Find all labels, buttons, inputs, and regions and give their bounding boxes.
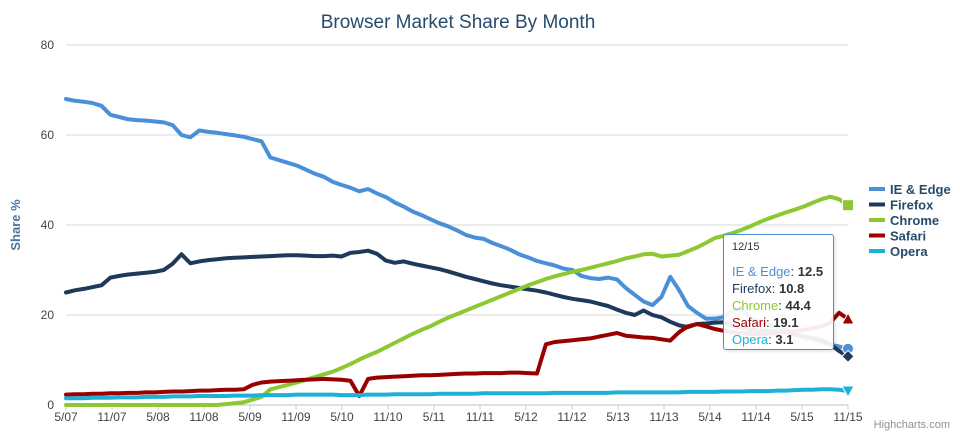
tooltip-series-name: Chrome bbox=[732, 298, 779, 313]
x-tick-label: 5/12 bbox=[514, 410, 538, 424]
x-axis: 5/07 11/07 5/08 11/08 5/09 11/09 5/10 11/10 5/11… bbox=[54, 405, 863, 424]
tooltip-series-name: Opera bbox=[732, 332, 769, 347]
tooltip-date: 12/15 bbox=[732, 241, 760, 253]
tooltip-series-name: Safari bbox=[732, 315, 766, 330]
x-tick-label: 5/09 bbox=[238, 410, 262, 424]
x-tick-label: 11/13 bbox=[649, 410, 678, 424]
x-tick-label: 5/14 bbox=[698, 410, 722, 424]
x-tick-label: 5/08 bbox=[146, 410, 170, 424]
end-marker-firefox[interactable] bbox=[841, 349, 855, 364]
gridlines bbox=[66, 44, 848, 406]
tooltip-series-value: 19.1 bbox=[773, 315, 799, 330]
y-tick-label: 60 bbox=[41, 128, 55, 142]
legend-item-opera[interactable]: Opera bbox=[890, 244, 928, 259]
y-tick-label: 0 bbox=[47, 398, 54, 412]
end-marker-opera[interactable] bbox=[841, 385, 855, 399]
legend-item-safari[interactable]: Safari bbox=[890, 229, 926, 244]
x-tick-label: 5/10 bbox=[330, 410, 354, 424]
series-end-markers[interactable] bbox=[841, 199, 855, 399]
series-line-safari[interactable] bbox=[64, 310, 850, 398]
x-tick-label: 11/07 bbox=[97, 410, 126, 424]
tooltip-series-value: 10.8 bbox=[778, 281, 805, 296]
x-tick-label: 5/13 bbox=[606, 410, 630, 424]
series-line-opera[interactable] bbox=[64, 387, 850, 401]
x-tick-label: 11/14 bbox=[741, 410, 770, 424]
legend-item-firefox[interactable]: Firefox bbox=[890, 198, 934, 213]
series-line-ie-edge[interactable] bbox=[64, 97, 850, 351]
tooltip-series-name: IE & Edge bbox=[732, 264, 791, 279]
x-tick-label: 11/08 bbox=[189, 410, 218, 424]
tooltip-series-value: 3.1 bbox=[775, 332, 794, 347]
end-marker-safari[interactable] bbox=[841, 312, 855, 325]
legend-item-chrome[interactable]: Chrome bbox=[890, 213, 939, 228]
series-line-chrome[interactable] bbox=[64, 194, 850, 407]
tooltip-row: Firefox: 10.8 bbox=[732, 281, 805, 296]
x-tick-label: 11/12 bbox=[557, 410, 586, 424]
x-tick-label: 11/11 bbox=[466, 410, 495, 424]
tooltip-row: Safari: 19.1 bbox=[732, 315, 799, 330]
x-tick-label: 5/15 bbox=[790, 410, 814, 424]
y-axis-ticks: 0 20 40 60 80 bbox=[41, 38, 55, 412]
tooltip-row: IE & Edge: 12.5 bbox=[732, 264, 824, 279]
tooltip: 12/15 IE & Edge: 12.5 Firefox: 10.8 Chrome… bbox=[723, 234, 834, 350]
y-tick-label: 80 bbox=[41, 38, 55, 52]
x-tick-label: 11/10 bbox=[373, 410, 402, 424]
y-tick-label: 20 bbox=[41, 308, 55, 322]
legend-item-ie-edge[interactable]: IE & Edge bbox=[890, 182, 951, 197]
credits-link[interactable]: Highcharts.com bbox=[874, 419, 950, 431]
tooltip-row: Chrome: 44.4 bbox=[732, 298, 811, 313]
x-tick-label: 5/07 bbox=[54, 410, 78, 424]
end-marker-chrome[interactable] bbox=[842, 199, 854, 212]
tooltip-series-name: Firefox bbox=[732, 281, 772, 296]
y-axis-label: Share % bbox=[8, 199, 23, 251]
tooltip-series-value: 12.5 bbox=[797, 264, 824, 279]
tooltip-series-value: 44.4 bbox=[785, 298, 811, 313]
x-tick-label: 11/15 bbox=[833, 410, 862, 424]
tooltip-row: Opera: 3.1 bbox=[732, 332, 794, 347]
series-lines[interactable] bbox=[64, 97, 850, 407]
x-tick-label: 11/09 bbox=[281, 410, 310, 424]
tooltip-rows: IE & Edge: 12.5 Firefox: 10.8 Chrome: 44.4… bbox=[732, 263, 825, 348]
y-tick-label: 40 bbox=[41, 218, 55, 232]
series-line-firefox[interactable] bbox=[64, 248, 850, 359]
chart-title: Browser Market Share By Month bbox=[321, 12, 596, 33]
x-tick-label: 5/11 bbox=[423, 410, 446, 424]
